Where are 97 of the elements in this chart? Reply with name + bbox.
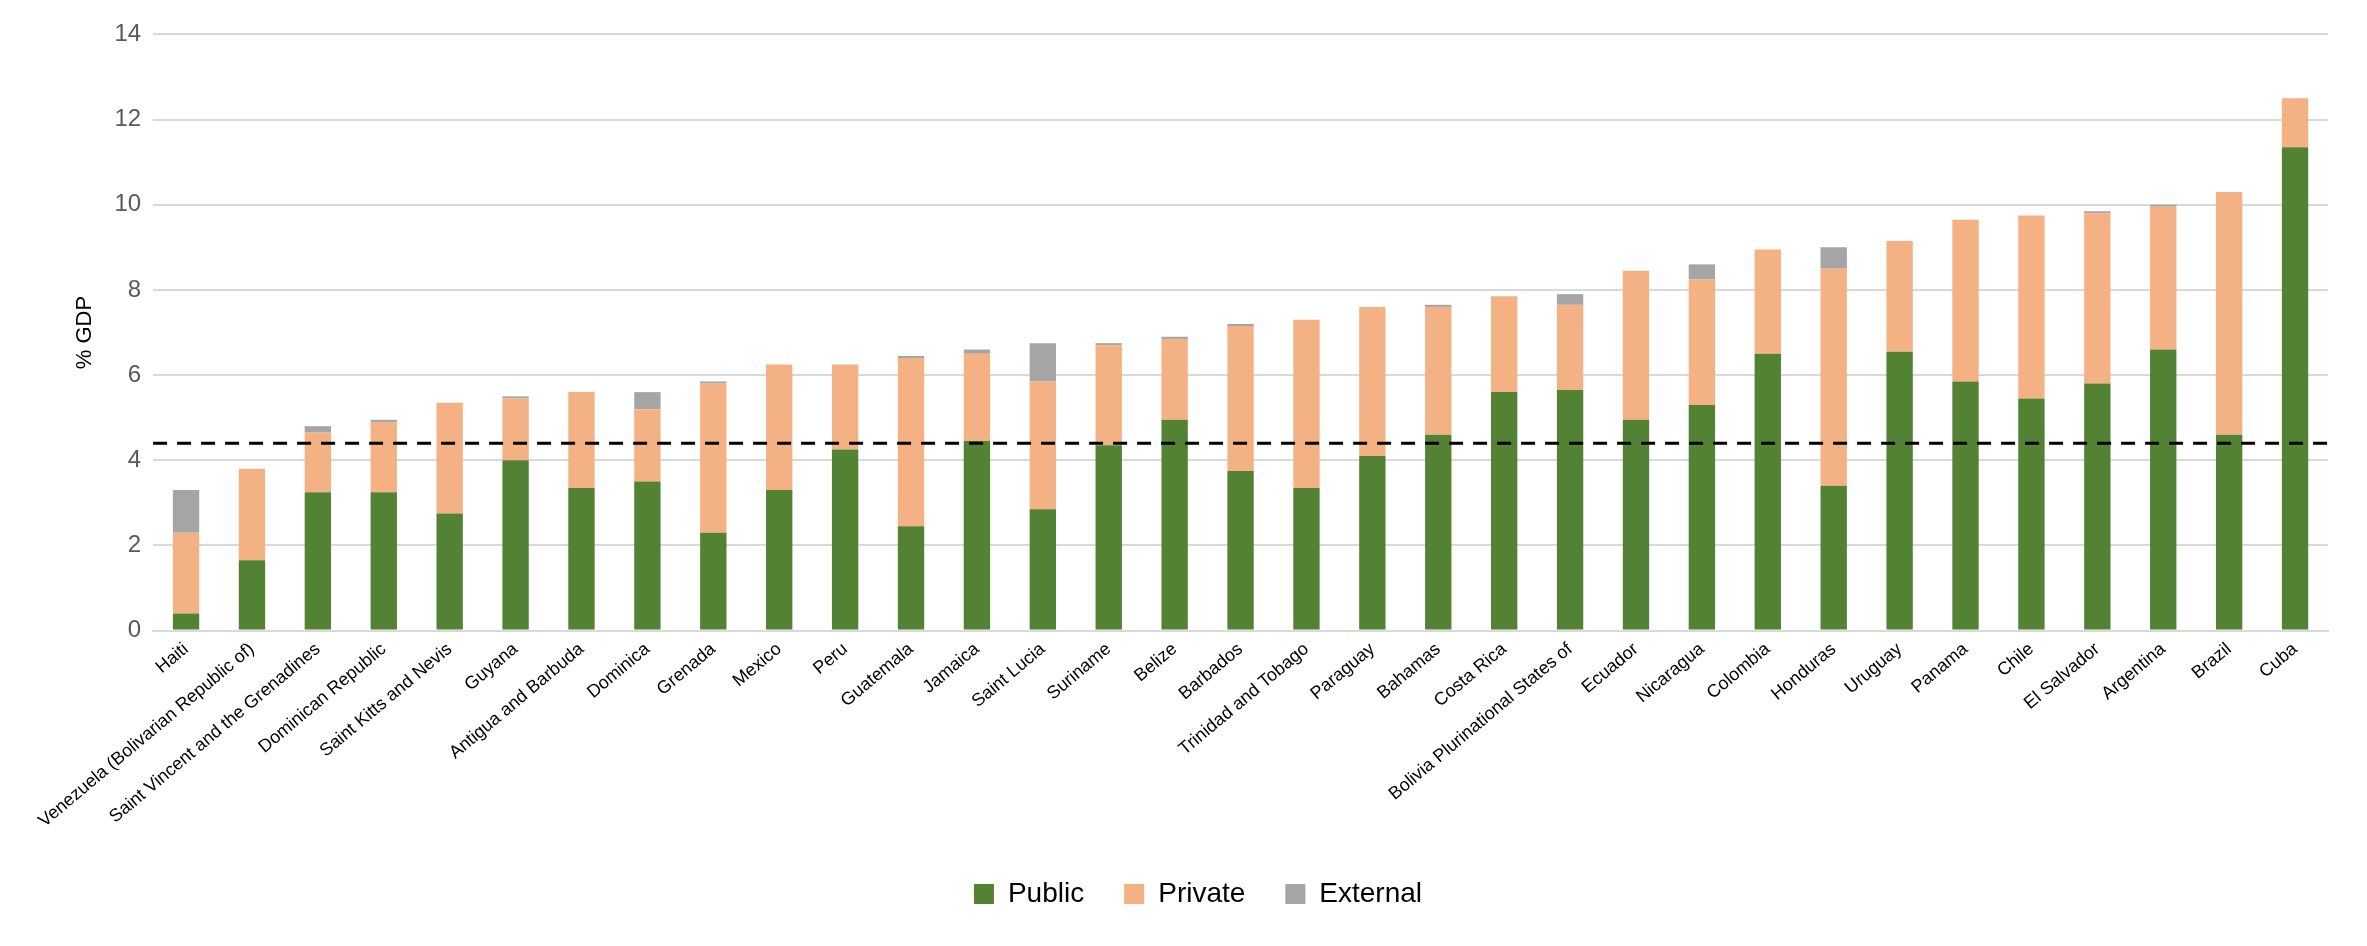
bar	[1293, 319, 1320, 488]
bar	[963, 441, 991, 630]
bar	[370, 419, 397, 422]
bar	[172, 532, 200, 614]
bar	[1095, 345, 1122, 446]
bar	[1425, 434, 1452, 630]
bar	[634, 409, 661, 482]
bar	[1820, 485, 1847, 630]
bar	[238, 560, 266, 630]
y-axis-title: % GDP	[71, 295, 97, 370]
bar	[634, 481, 661, 630]
y-tick-label: 4	[127, 444, 142, 472]
bar	[766, 490, 793, 630]
bar	[304, 492, 332, 630]
bar	[1490, 392, 1518, 630]
bar	[897, 526, 925, 630]
bar	[1556, 294, 1584, 305]
bar	[2215, 434, 2243, 630]
bar	[502, 398, 529, 461]
bar	[897, 355, 925, 359]
bar	[700, 381, 727, 384]
legend-label: Private	[1158, 876, 1246, 908]
bar	[831, 449, 859, 630]
bar	[1227, 323, 1254, 327]
bar	[2084, 383, 2111, 630]
bar	[700, 532, 727, 630]
bar	[1227, 470, 1254, 630]
bar	[502, 460, 529, 630]
bar	[304, 426, 332, 433]
y-tick-label: 8	[127, 274, 142, 302]
bar	[2150, 206, 2177, 350]
bar	[1095, 445, 1122, 630]
y-tick-label: 10	[114, 189, 142, 217]
bar	[568, 487, 595, 630]
x-tick-label: Chile	[1992, 638, 2038, 681]
bar	[1490, 296, 1518, 393]
y-tick-label: 12	[114, 104, 142, 132]
bar	[1952, 381, 1979, 630]
bar	[1359, 455, 1386, 630]
bar	[1161, 336, 1188, 339]
bar	[766, 364, 793, 491]
y-tick-label: 6	[127, 359, 142, 387]
bar	[1820, 268, 1847, 486]
bar	[831, 364, 859, 450]
bar	[1227, 326, 1254, 471]
bar	[1161, 338, 1188, 420]
bar	[436, 402, 463, 514]
bar	[2215, 191, 2243, 435]
legend-label: External	[1319, 876, 1423, 908]
bar	[634, 392, 661, 410]
legend-label: Public	[1007, 876, 1085, 908]
bar	[502, 396, 529, 399]
bar	[1886, 351, 1913, 630]
bar	[963, 353, 991, 442]
bar	[1754, 353, 1781, 630]
bar	[370, 421, 397, 493]
bar	[304, 432, 332, 493]
bar	[2018, 398, 2045, 630]
bar	[1886, 240, 1913, 352]
bar	[1029, 343, 1057, 382]
bar	[1556, 389, 1584, 630]
bar	[963, 349, 991, 354]
bar	[1425, 304, 1452, 307]
bar	[1820, 247, 1847, 269]
y-tick-label: 14	[114, 19, 142, 47]
bar	[700, 383, 727, 533]
bar	[1425, 306, 1452, 435]
bar	[1095, 343, 1122, 346]
bar	[436, 513, 463, 630]
bar	[2018, 215, 2045, 399]
bar	[2150, 204, 2177, 207]
bar	[1688, 264, 1716, 280]
bar	[897, 358, 925, 527]
bar	[172, 613, 200, 630]
bar	[2281, 98, 2309, 148]
bar	[172, 490, 200, 533]
bar	[568, 392, 595, 488]
bar	[1359, 306, 1386, 456]
bar	[1688, 279, 1716, 405]
bar	[1622, 419, 1650, 630]
bar	[1688, 404, 1716, 630]
y-tick-label: 0	[127, 615, 142, 643]
bar	[1161, 419, 1188, 630]
bar	[1952, 219, 1979, 382]
bar	[1029, 509, 1057, 630]
bar	[1029, 381, 1057, 510]
bar	[370, 492, 397, 630]
bar	[2084, 213, 2111, 384]
bar	[1754, 249, 1781, 354]
bar	[2150, 349, 2177, 630]
bar	[1293, 487, 1320, 630]
y-tick-label: 2	[127, 530, 142, 558]
bar	[238, 468, 266, 561]
bar	[2084, 211, 2111, 214]
bar	[1556, 304, 1584, 390]
bar	[1622, 270, 1650, 420]
bar	[2281, 147, 2309, 630]
